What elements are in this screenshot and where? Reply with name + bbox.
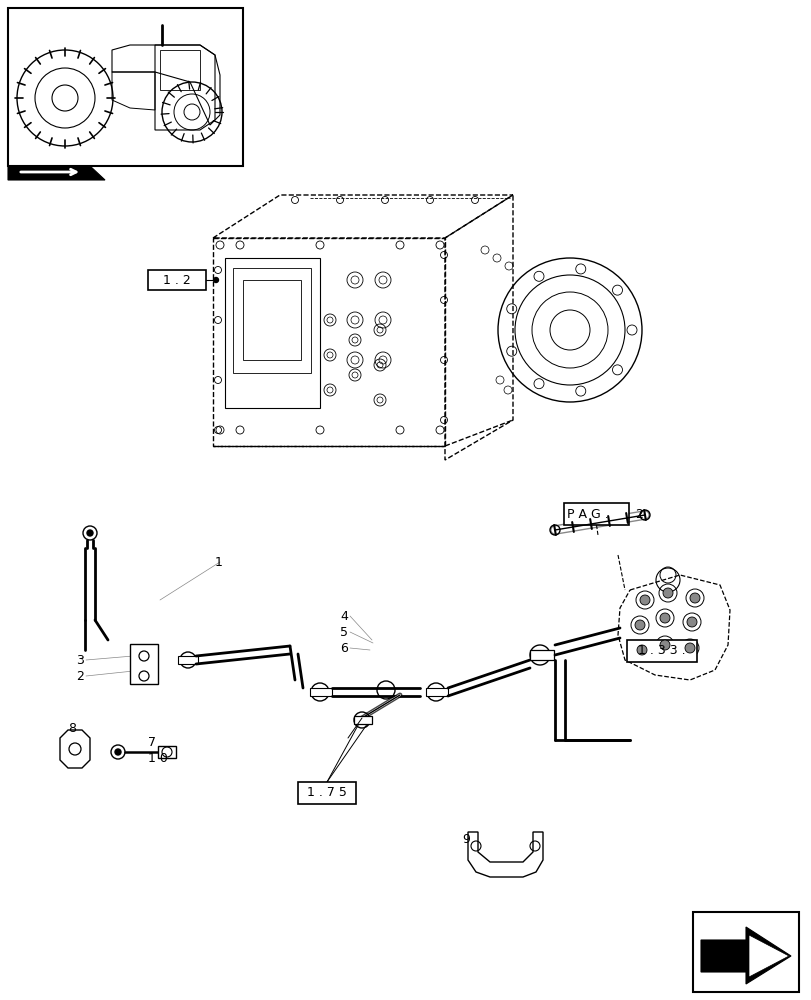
Text: 7: 7: [148, 736, 156, 748]
Text: 1 . 7 5: 1 . 7 5: [307, 786, 346, 799]
Bar: [233, 268, 311, 373]
Bar: [298, 782, 355, 804]
Text: 1 . 2: 1 . 2: [163, 273, 191, 286]
Bar: [212, 238, 444, 446]
Text: 2: 2: [76, 670, 84, 682]
Bar: [130, 644, 158, 684]
Circle shape: [634, 620, 644, 630]
Text: 1 . 3 3 .: 1 . 3 3 .: [637, 645, 685, 658]
Bar: [242, 280, 301, 360]
Text: P A G .: P A G .: [566, 508, 608, 520]
Text: 4: 4: [340, 609, 347, 622]
Circle shape: [87, 530, 93, 536]
Bar: [158, 746, 176, 758]
Circle shape: [115, 749, 121, 755]
Text: 5: 5: [340, 626, 348, 639]
Circle shape: [663, 588, 672, 598]
Text: 9: 9: [461, 833, 470, 846]
Text: 8: 8: [68, 722, 76, 734]
Circle shape: [659, 613, 669, 623]
Bar: [530, 650, 553, 660]
Bar: [426, 688, 448, 696]
Circle shape: [684, 643, 694, 653]
Bar: [692, 912, 798, 992]
Bar: [225, 258, 320, 408]
Bar: [310, 688, 332, 696]
Polygon shape: [748, 935, 788, 977]
Bar: [626, 640, 696, 662]
Text: 3: 3: [76, 654, 84, 666]
Circle shape: [636, 645, 646, 655]
Circle shape: [686, 617, 696, 627]
Text: 1 0: 1 0: [148, 752, 168, 764]
Text: 1: 1: [215, 556, 222, 568]
Text: 6: 6: [340, 642, 347, 654]
Circle shape: [689, 593, 699, 603]
Polygon shape: [8, 166, 105, 180]
Bar: [8, 8, 242, 166]
Bar: [354, 716, 371, 724]
Bar: [564, 503, 629, 525]
Bar: [148, 270, 206, 290]
Text: 2: 2: [634, 508, 642, 520]
Bar: [178, 656, 198, 664]
Circle shape: [213, 277, 218, 282]
Polygon shape: [700, 927, 790, 984]
Circle shape: [639, 595, 649, 605]
Polygon shape: [617, 575, 729, 680]
Circle shape: [659, 640, 669, 650]
